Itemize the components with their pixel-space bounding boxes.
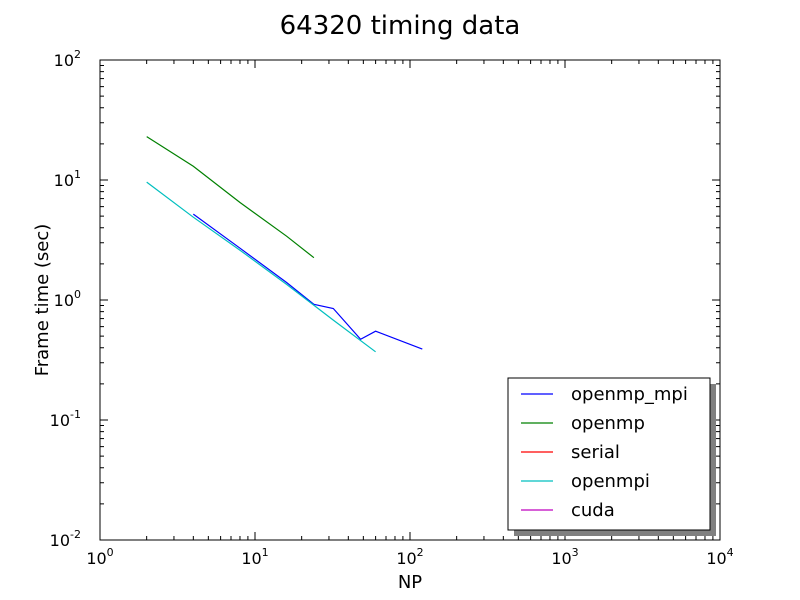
plot-frame — [99, 59, 721, 541]
y-tick-label: 10-1 — [50, 408, 81, 430]
legend-box — [507, 377, 711, 531]
x-axis-label: NP — [398, 572, 422, 593]
x-tick-label: 103 — [551, 546, 578, 568]
y-tick-label: 102 — [54, 48, 81, 70]
legend-label: openmp_mpi — [571, 384, 688, 405]
legend-label: openmpi — [571, 471, 650, 492]
x-tick-label: 101 — [241, 546, 268, 568]
x-tick-label: 100 — [86, 546, 113, 568]
legend-label: openmp — [571, 413, 645, 434]
y-axis-label: Frame time (sec) — [32, 224, 53, 377]
x-tick-label: 102 — [396, 546, 423, 568]
series-line-openmpi — [146, 181, 376, 353]
x-tick-label: 104 — [706, 546, 733, 568]
y-tick-label: 100 — [54, 288, 81, 310]
legend-label: serial — [571, 442, 620, 463]
series-line-openmp_mpi — [192, 213, 423, 350]
y-tick-label: 10-2 — [50, 528, 81, 550]
chart-title: 64320 timing data — [280, 11, 521, 41]
legend-label: cuda — [571, 500, 615, 521]
y-tick-label: 101 — [54, 168, 81, 190]
series-line-openmp — [146, 136, 315, 259]
